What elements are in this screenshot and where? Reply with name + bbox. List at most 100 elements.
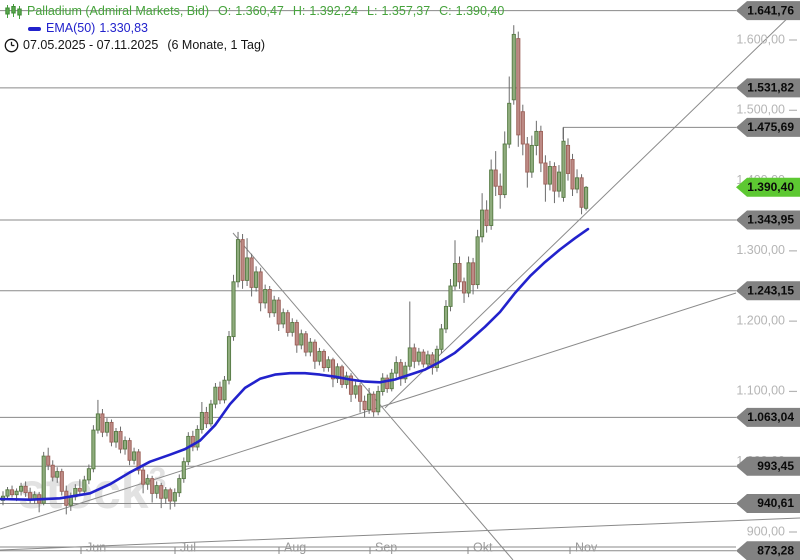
instrument-title: Palladium (Admiral Markets, Bid) (27, 4, 209, 18)
candle (443, 305, 449, 330)
price-tick-label: 1.100,00 (736, 384, 785, 398)
candle (231, 281, 236, 338)
candle (358, 385, 363, 402)
ema-line (0, 227, 590, 501)
candle (154, 485, 159, 494)
candle (534, 130, 539, 146)
candle (41, 455, 46, 504)
level-price-badge[interactable]: 1.063,04 (736, 407, 800, 427)
date-range-row: 07.05.2025 - 07.11.2025 (6 Monate, 1 Tag… (4, 37, 504, 54)
candle (308, 341, 313, 353)
svg-text:1.475,69: 1.475,69 (747, 120, 794, 134)
candle (493, 169, 498, 187)
candle (380, 377, 385, 392)
level-price-badge[interactable]: 993,45 (736, 456, 800, 476)
candle (91, 429, 96, 470)
level-lines[interactable] (0, 10, 736, 552)
month-label: Sep (375, 540, 397, 554)
month-label: Nov (575, 540, 598, 554)
candle (141, 469, 146, 485)
long-term-support (0, 517, 800, 551)
steep-uptrend-from-sep-low (384, 9, 797, 409)
candle (457, 263, 462, 283)
trendlines[interactable] (0, 9, 800, 560)
clock-icon (4, 38, 19, 53)
level-price-badge[interactable]: 1.343,95 (736, 210, 800, 230)
candle (502, 143, 507, 196)
candle (14, 490, 19, 496)
candle (475, 236, 480, 286)
candle (9, 489, 15, 496)
svg-text:1.390,40: 1.390,40 (747, 180, 794, 194)
candle (100, 413, 105, 433)
candle (367, 393, 372, 411)
candle (574, 177, 580, 190)
candle (498, 185, 503, 196)
candle (371, 393, 376, 413)
candle (525, 143, 530, 173)
svg-text:1.641,76: 1.641,76 (747, 3, 794, 17)
candle (226, 336, 232, 381)
candle (168, 489, 173, 502)
date-range: 07.05.2025 - 07.11.2025 (23, 38, 159, 52)
candle (109, 421, 114, 443)
month-label: Jun (86, 540, 106, 554)
month-label: Jul (180, 540, 196, 554)
level-price-badge[interactable]: 1.475,69 (736, 117, 800, 137)
candle (348, 375, 354, 395)
ohlc-high: H: 1.392,24 (292, 4, 359, 18)
candle (484, 209, 489, 227)
level-price-badge[interactable]: 1.243,15 (736, 281, 800, 301)
candle (285, 312, 290, 333)
ohlc-low: L: 1.357,37 (367, 4, 431, 18)
ema-value: 1.330,83 (99, 21, 148, 35)
candle (480, 209, 485, 238)
candle (55, 471, 60, 478)
candle (181, 461, 186, 480)
candle (5, 489, 10, 497)
candles-layer[interactable] (0, 25, 589, 515)
candle (529, 144, 534, 173)
price-tick-label: 1.300,00 (736, 243, 785, 257)
level-price-badge[interactable]: 940,61 (736, 494, 800, 513)
instrument-row: Palladium (Admiral Markets, Bid) O: 1.360… (4, 3, 504, 20)
candle (258, 271, 263, 304)
candle (430, 354, 435, 369)
candle (448, 285, 453, 307)
candle (439, 328, 444, 350)
level-price-badge[interactable]: 1.531,82 (736, 78, 800, 98)
price-tick-label: 1.500,00 (736, 103, 785, 117)
candle (145, 478, 150, 485)
period-note: (6 Monate, 1 Tag) (167, 38, 266, 52)
candle (46, 455, 51, 466)
candle (254, 271, 259, 288)
current-price-badge[interactable]: 1.390,40 (736, 177, 800, 197)
candle (249, 257, 254, 288)
candle (290, 322, 295, 333)
candlestick-chart-icon (4, 4, 23, 19)
candle (263, 289, 268, 304)
candle (118, 431, 123, 450)
candle (195, 428, 200, 448)
candle (127, 440, 132, 461)
candle (68, 496, 73, 506)
candle (321, 350, 326, 369)
candle (561, 140, 566, 198)
candle (507, 102, 512, 145)
svg-text:940,61: 940,61 (757, 496, 794, 510)
ema-legend-row[interactable]: EMA(50) 1.330,83 (4, 20, 504, 37)
candle (335, 366, 340, 380)
candle (281, 312, 286, 325)
svg-text:1.531,82: 1.531,82 (747, 81, 794, 95)
candle (489, 169, 494, 226)
candle (77, 487, 82, 492)
candle (516, 38, 521, 136)
candle (95, 413, 100, 431)
level-price-badge[interactable]: 1.641,76 (736, 1, 800, 21)
candle (267, 289, 272, 314)
candle (312, 341, 317, 362)
level-price-badge[interactable]: 873,28 (736, 541, 800, 560)
price-tick-label: 900,00 (747, 524, 785, 538)
candle (376, 390, 381, 413)
